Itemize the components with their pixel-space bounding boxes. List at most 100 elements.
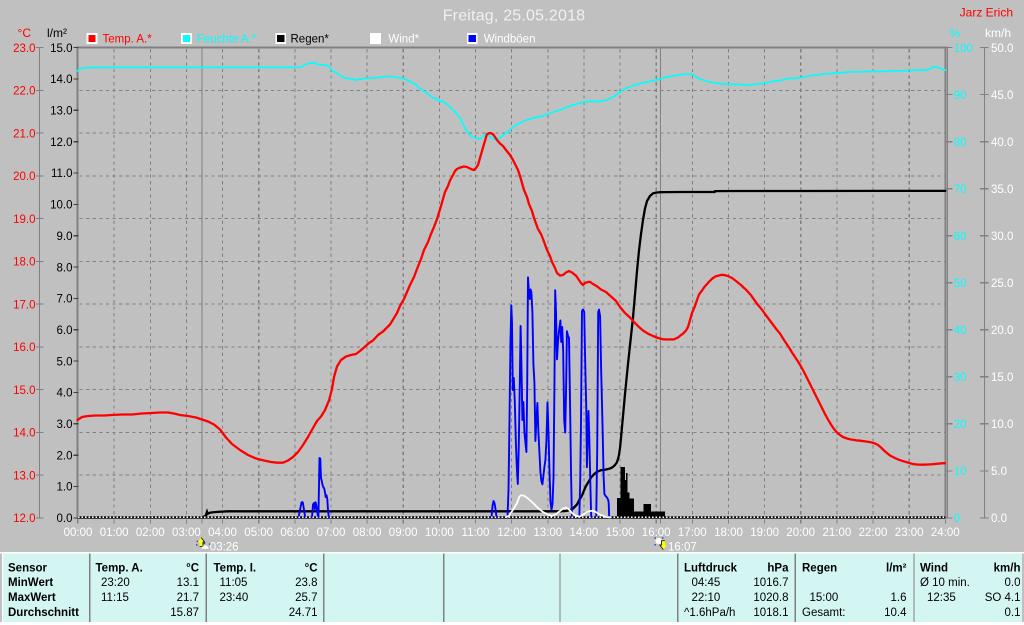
svg-text:25.7: 25.7 — [295, 592, 317, 604]
svg-text:Wind*: Wind* — [388, 34, 419, 46]
svg-text:16:07: 16:07 — [668, 542, 697, 554]
svg-text:15.87: 15.87 — [170, 607, 199, 619]
svg-text:Jarz Erich: Jarz Erich — [960, 6, 1013, 20]
svg-text:5.0: 5.0 — [57, 356, 73, 368]
svg-text:0.0: 0.0 — [991, 513, 1007, 525]
svg-text:MinWert: MinWert — [8, 577, 53, 589]
svg-text:Sensor: Sensor — [8, 563, 48, 575]
svg-text:%: % — [950, 27, 961, 41]
svg-text:12.0: 12.0 — [50, 137, 72, 149]
svg-text:22:00: 22:00 — [859, 527, 888, 539]
svg-text:Luftdruck: Luftdruck — [684, 563, 738, 575]
svg-text:30: 30 — [954, 372, 967, 384]
svg-text:Durchschnitt: Durchschnitt — [8, 607, 79, 619]
svg-text:20: 20 — [954, 419, 967, 431]
svg-text:14.0: 14.0 — [50, 74, 72, 86]
svg-text:12:35: 12:35 — [927, 592, 956, 604]
svg-text:5.0: 5.0 — [991, 466, 1007, 478]
svg-text:2.0: 2.0 — [57, 450, 73, 462]
svg-text:1020.8: 1020.8 — [753, 592, 788, 604]
svg-text:10: 10 — [954, 466, 967, 478]
svg-text:7.0: 7.0 — [57, 294, 73, 306]
svg-text:10.0: 10.0 — [50, 200, 72, 212]
svg-text:19.0: 19.0 — [13, 214, 35, 226]
svg-text:km/h: km/h — [985, 26, 1011, 40]
svg-text:24.71: 24.71 — [289, 607, 318, 619]
svg-text:l/m²: l/m² — [886, 563, 907, 575]
svg-text:05:00: 05:00 — [244, 527, 273, 539]
svg-text:00:00: 00:00 — [64, 527, 93, 539]
svg-text:Regen: Regen — [802, 563, 837, 575]
svg-text:^1.6hPa/h: ^1.6hPa/h — [684, 607, 735, 619]
svg-text:0.0: 0.0 — [1005, 577, 1021, 589]
svg-text:90: 90 — [954, 90, 967, 102]
svg-text:21:00: 21:00 — [823, 527, 852, 539]
svg-text:Ø 10 min.: Ø 10 min. — [920, 577, 970, 589]
svg-text:20:00: 20:00 — [786, 527, 815, 539]
svg-text:0.1: 0.1 — [1005, 607, 1021, 619]
svg-text:11:05: 11:05 — [220, 577, 248, 589]
svg-text:11.0: 11.0 — [51, 168, 73, 180]
svg-text:Windböen: Windböen — [484, 34, 536, 46]
svg-text:°C: °C — [18, 26, 32, 40]
svg-text:15.0: 15.0 — [50, 43, 72, 55]
svg-text:1016.7: 1016.7 — [753, 577, 788, 589]
svg-text:0.0: 0.0 — [57, 513, 73, 525]
svg-text:04:45: 04:45 — [692, 577, 721, 589]
svg-text:23:00: 23:00 — [895, 527, 924, 539]
svg-text:4.0: 4.0 — [57, 388, 73, 400]
svg-text:01:00: 01:00 — [100, 527, 129, 539]
svg-text:35.0: 35.0 — [991, 184, 1013, 196]
svg-text:10:00: 10:00 — [425, 527, 454, 539]
svg-text:Feuchte A.*: Feuchte A.* — [197, 34, 257, 46]
svg-text:23.8: 23.8 — [295, 577, 317, 589]
svg-text:21.0: 21.0 — [13, 128, 35, 140]
svg-text:13:00: 13:00 — [533, 527, 562, 539]
svg-text:0: 0 — [954, 513, 960, 525]
svg-text:03:00: 03:00 — [172, 527, 201, 539]
svg-text:23:20: 23:20 — [101, 577, 130, 589]
svg-text:3.0: 3.0 — [57, 419, 73, 431]
svg-text:15.0: 15.0 — [991, 372, 1013, 384]
svg-text:MaxWert: MaxWert — [8, 592, 56, 604]
svg-text:1.0: 1.0 — [57, 482, 73, 494]
svg-text:°C: °C — [186, 563, 199, 575]
svg-text:14:00: 14:00 — [570, 527, 599, 539]
svg-text:40: 40 — [954, 325, 967, 337]
svg-text:22:10: 22:10 — [692, 592, 721, 604]
svg-text:12.0: 12.0 — [13, 513, 35, 525]
svg-text:Temp. A.*: Temp. A.* — [103, 34, 153, 46]
svg-text:1018.1: 1018.1 — [753, 607, 788, 619]
svg-text:18:00: 18:00 — [714, 527, 743, 539]
svg-text:1.6: 1.6 — [891, 592, 907, 604]
svg-text:14.0: 14.0 — [13, 428, 35, 440]
svg-text:17:00: 17:00 — [678, 527, 707, 539]
svg-text:13.0: 13.0 — [13, 470, 35, 482]
svg-text:SO 4.1: SO 4.1 — [985, 592, 1021, 604]
svg-text:25.0: 25.0 — [991, 278, 1013, 290]
svg-text:20.0: 20.0 — [991, 325, 1013, 337]
svg-text:15.0: 15.0 — [13, 385, 35, 397]
svg-text:13.0: 13.0 — [50, 106, 72, 118]
svg-text:21.7: 21.7 — [177, 592, 199, 604]
svg-text:Temp. I.: Temp. I. — [214, 563, 257, 575]
svg-text:23:40: 23:40 — [220, 592, 249, 604]
svg-text:15:00: 15:00 — [810, 592, 839, 604]
svg-text:Temp. A.: Temp. A. — [96, 563, 143, 575]
svg-text:18.0: 18.0 — [13, 257, 35, 269]
svg-text:09:00: 09:00 — [389, 527, 418, 539]
svg-text:13.1: 13.1 — [177, 577, 199, 589]
svg-text:30.0: 30.0 — [991, 231, 1013, 243]
svg-text:22.0: 22.0 — [13, 86, 35, 98]
svg-text:24:00: 24:00 — [931, 527, 960, 539]
svg-text:50.0: 50.0 — [991, 43, 1013, 55]
svg-text:16:00: 16:00 — [642, 527, 671, 539]
svg-text:Freitag, 25.05.2018: Freitag, 25.05.2018 — [443, 8, 586, 25]
svg-text:10.0: 10.0 — [991, 419, 1013, 431]
svg-text:Gesamt:: Gesamt: — [802, 607, 845, 619]
svg-text:50: 50 — [954, 278, 967, 290]
svg-text:04:00: 04:00 — [208, 527, 237, 539]
svg-text:9.0: 9.0 — [57, 231, 73, 243]
svg-text:16.0: 16.0 — [13, 342, 35, 354]
svg-text:19:00: 19:00 — [750, 527, 779, 539]
